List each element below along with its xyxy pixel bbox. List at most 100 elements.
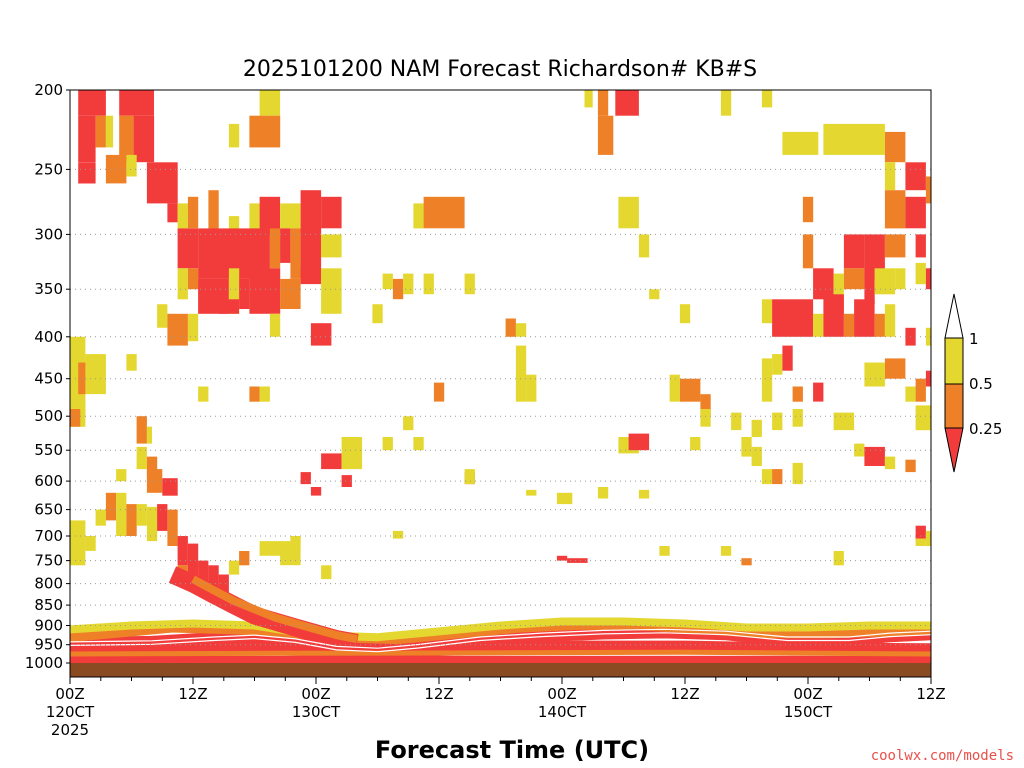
heatmap-cell xyxy=(464,469,475,485)
heatmap-cell xyxy=(526,489,537,496)
heatmap-cell xyxy=(321,268,342,314)
heatmap-cell xyxy=(146,162,178,204)
heatmap-cell xyxy=(310,487,322,496)
heatmap-cell xyxy=(70,655,931,663)
heatmap-cell xyxy=(638,489,650,499)
heatmap-cell xyxy=(833,412,855,431)
heatmap-cell xyxy=(136,416,147,444)
y-tick-label: 450 xyxy=(34,370,63,388)
heatmap-cell xyxy=(290,536,301,546)
y-tick-label: 850 xyxy=(34,596,63,614)
heatmap-cell xyxy=(116,469,127,482)
heatmap-cell xyxy=(187,268,199,290)
colorbar-label-1: 1 xyxy=(969,330,979,348)
heatmap-cell xyxy=(78,115,96,163)
heatmap-cell xyxy=(905,162,926,191)
heatmap-cell xyxy=(259,196,281,235)
heatmap-cell xyxy=(823,123,885,155)
heatmap-cell xyxy=(813,313,824,337)
heatmap-cell xyxy=(423,273,434,295)
heatmap-cell xyxy=(126,154,137,177)
heatmap-cell xyxy=(300,190,322,235)
heatmap-band xyxy=(69,640,932,659)
heatmap-cell xyxy=(597,487,609,499)
heatmap-cell xyxy=(700,394,711,417)
heatmap-cell xyxy=(526,374,537,402)
heatmap-cell xyxy=(782,131,819,155)
heatmap-cell xyxy=(884,234,906,258)
heatmap-cell xyxy=(116,492,127,536)
heatmap-cell xyxy=(915,262,926,285)
heatmap-cell xyxy=(208,190,219,235)
heatmap-cell xyxy=(700,409,711,427)
heatmap-cell xyxy=(78,362,86,395)
heatmap-cell xyxy=(105,492,117,521)
colorbar-bottom-arrow xyxy=(944,427,964,473)
heatmap-cell xyxy=(915,405,931,431)
heatmap-cell xyxy=(884,358,906,379)
heatmap-cell xyxy=(925,327,931,346)
heatmap-cell xyxy=(597,90,609,116)
heatmap-cell xyxy=(249,268,281,314)
heatmap-cell xyxy=(208,565,219,588)
heatmap-cell xyxy=(556,555,568,561)
heatmap-cell xyxy=(95,509,106,526)
heatmap-cell xyxy=(105,115,114,148)
heatmap-cell xyxy=(782,345,793,371)
heatmap-cell xyxy=(761,299,773,324)
y-tick-label: 350 xyxy=(34,280,63,298)
ground-layer xyxy=(70,663,931,677)
heatmap-bands xyxy=(69,566,932,659)
colorbar-label-0.5: 0.5 xyxy=(969,375,993,393)
colorbar-top-arrow xyxy=(944,293,964,339)
heatmap-cell xyxy=(228,268,240,314)
heatmap-cell xyxy=(382,437,393,451)
x-tick-label: 150CT xyxy=(784,703,833,721)
heatmap-cell xyxy=(731,412,742,431)
heatmap-cell xyxy=(119,90,154,116)
heatmap-cell xyxy=(925,530,931,547)
y-tick-label: 250 xyxy=(34,160,63,178)
heatmap-cell xyxy=(228,123,240,148)
heatmap-cell xyxy=(136,504,147,526)
y-axis-ticks: 200 250 300 350 400 450 500 550 600 650 700 750 800 8… xyxy=(25,81,70,672)
heatmap-cell xyxy=(119,115,134,163)
heatmap-cell xyxy=(843,234,865,269)
heatmap-cell xyxy=(833,273,844,314)
heatmap-cell xyxy=(792,386,803,402)
heatmap-cells xyxy=(70,90,931,677)
heatmap-band xyxy=(69,649,932,657)
heatmap-cell xyxy=(864,362,885,387)
heatmap-cell xyxy=(843,313,855,337)
heatmap-cell xyxy=(126,354,137,371)
heatmap-cell xyxy=(874,313,885,337)
y-tick-label: 650 xyxy=(34,501,63,519)
heatmap-cell xyxy=(925,370,931,387)
colorbar-orange xyxy=(944,383,964,429)
heatmap-cell xyxy=(925,176,931,204)
heatmap-cell xyxy=(218,574,229,593)
heatmap-cell xyxy=(249,115,281,148)
y-tick-label: 300 xyxy=(34,225,63,243)
heatmap-cell xyxy=(669,374,680,402)
heatmap-cell xyxy=(341,437,363,470)
heatmap-cell xyxy=(915,234,926,258)
heatmap-cell xyxy=(85,536,96,551)
pressure-gridlines xyxy=(70,168,931,646)
heatmap-cell xyxy=(905,459,916,473)
heatmap-cell xyxy=(177,536,188,566)
heatmap-cell xyxy=(228,560,240,575)
heatmap-cell xyxy=(85,354,106,395)
heatmap-cell xyxy=(772,469,783,485)
heatmap-cell xyxy=(792,409,803,427)
band-separator xyxy=(69,632,932,653)
heatmap-cell xyxy=(813,382,824,402)
heatmap-cell xyxy=(884,131,906,163)
heatmap-cell xyxy=(146,426,152,444)
credit-link[interactable]: coolwx.com/models xyxy=(871,748,1014,764)
x-tick-label: 00Z xyxy=(793,685,822,703)
x-tick-label: 130CT xyxy=(292,703,341,721)
heatmap-cell xyxy=(177,228,199,269)
x-tick-label: 2025 xyxy=(51,721,89,739)
